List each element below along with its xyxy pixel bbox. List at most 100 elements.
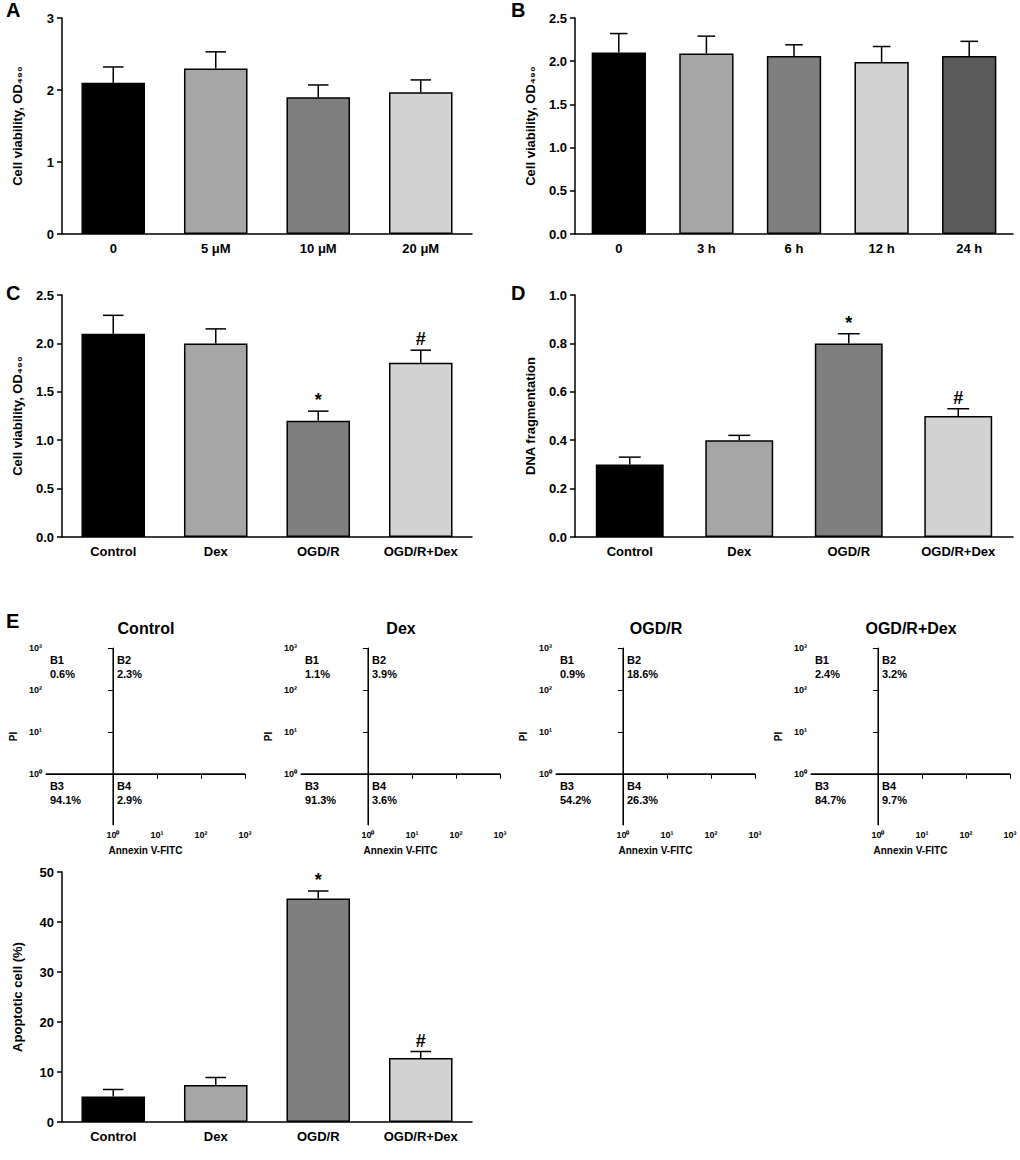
- svg-text:2.9%: 2.9%: [117, 794, 142, 806]
- svg-text:1.0: 1.0: [36, 433, 54, 448]
- svg-text:2.5: 2.5: [549, 11, 567, 26]
- svg-text:10⁰: 10⁰: [794, 769, 808, 779]
- svg-text:OGD/R: OGD/R: [297, 1129, 340, 1144]
- svg-text:B4: B4: [627, 780, 642, 792]
- svg-text:10⁰: 10⁰: [361, 830, 375, 840]
- svg-text:B2: B2: [117, 654, 131, 666]
- svg-text:10: 10: [40, 1065, 54, 1080]
- svg-text:0.5: 0.5: [36, 481, 54, 496]
- svg-text:10³: 10³: [748, 830, 761, 840]
- svg-text:10¹: 10¹: [284, 727, 297, 737]
- svg-text:12 h: 12 h: [869, 241, 895, 256]
- svg-text:Cell viability, OD₄₉₀: Cell viability, OD₄₉₀: [10, 66, 25, 186]
- svg-text:Control: Control: [90, 1129, 136, 1144]
- svg-text:B3: B3: [560, 780, 574, 792]
- svg-text:9.7%: 9.7%: [882, 794, 907, 806]
- svg-text:OGD/R: OGD/R: [827, 544, 870, 559]
- svg-text:Dex: Dex: [727, 544, 752, 559]
- svg-text:10²: 10²: [29, 685, 42, 695]
- svg-text:Annexin V-FITC: Annexin V-FITC: [364, 845, 438, 856]
- svg-text:Control: Control: [90, 544, 136, 559]
- svg-text:1.0: 1.0: [549, 288, 567, 303]
- svg-text:B2: B2: [882, 654, 896, 666]
- svg-text:Annexin V-FITC: Annexin V-FITC: [109, 845, 183, 856]
- svg-text:40: 40: [40, 915, 54, 930]
- svg-text:10²: 10²: [284, 685, 297, 695]
- svg-text:30: 30: [40, 965, 54, 980]
- svg-text:0.8: 0.8: [549, 336, 567, 351]
- svg-text:DNA fragmentation: DNA fragmentation: [523, 357, 538, 475]
- svg-text:Apoptotic cell (%): Apoptotic cell (%): [10, 942, 25, 1052]
- svg-text:20: 20: [40, 1015, 54, 1030]
- svg-text:OGD/R+Dex: OGD/R+Dex: [384, 544, 459, 559]
- svg-text:B1: B1: [50, 654, 64, 666]
- svg-text:10⁰: 10⁰: [106, 830, 120, 840]
- svg-text:10³: 10³: [29, 643, 42, 653]
- svg-text:B2: B2: [627, 654, 641, 666]
- svg-text:#: #: [416, 1031, 426, 1051]
- svg-text:PI: PI: [518, 732, 529, 742]
- svg-text:10²: 10²: [449, 830, 462, 840]
- svg-text:10⁰: 10⁰: [871, 830, 885, 840]
- svg-text:2.0: 2.0: [36, 336, 54, 351]
- svg-text:0.6: 0.6: [549, 384, 567, 399]
- svg-text:*: *: [845, 313, 852, 333]
- svg-text:10³: 10³: [238, 830, 251, 840]
- svg-text:0.0: 0.0: [549, 227, 567, 242]
- svg-text:3 h: 3 h: [697, 241, 716, 256]
- svg-text:10¹: 10¹: [405, 830, 418, 840]
- svg-text:10 μM: 10 μM: [300, 241, 337, 256]
- svg-text:0: 0: [47, 1115, 54, 1130]
- svg-text:10¹: 10¹: [150, 830, 163, 840]
- svg-text:Dex: Dex: [204, 1129, 229, 1144]
- svg-text:B4: B4: [117, 780, 132, 792]
- svg-text:84.7%: 84.7%: [815, 794, 846, 806]
- svg-text:5 μM: 5 μM: [201, 241, 231, 256]
- svg-text:10⁰: 10⁰: [539, 769, 553, 779]
- svg-text:10¹: 10¹: [794, 727, 807, 737]
- svg-text:B1: B1: [815, 654, 829, 666]
- svg-text:B1: B1: [305, 654, 319, 666]
- svg-text:Control: Control: [118, 620, 175, 637]
- svg-text:10³: 10³: [539, 643, 552, 653]
- svg-text:OGD/R: OGD/R: [630, 620, 683, 637]
- svg-text:10¹: 10¹: [660, 830, 673, 840]
- svg-text:2.4%: 2.4%: [815, 668, 840, 680]
- svg-text:Dex: Dex: [204, 544, 229, 559]
- svg-text:OGD/R+Dex: OGD/R+Dex: [921, 544, 996, 559]
- svg-text:*: *: [315, 870, 322, 890]
- svg-text:Cell viability, OD₄₉₀: Cell viability, OD₄₉₀: [523, 66, 538, 186]
- svg-text:Annexin V-FITC: Annexin V-FITC: [874, 845, 948, 856]
- svg-text:6 h: 6 h: [785, 241, 804, 256]
- svg-text:10²: 10²: [704, 830, 717, 840]
- svg-text:0: 0: [47, 227, 54, 242]
- svg-text:3.2%: 3.2%: [882, 668, 907, 680]
- svg-text:24 h: 24 h: [956, 241, 982, 256]
- svg-text:B2: B2: [372, 654, 386, 666]
- svg-text:PI: PI: [8, 732, 19, 742]
- svg-text:10¹: 10¹: [915, 830, 928, 840]
- svg-text:1.0: 1.0: [549, 140, 567, 155]
- svg-text:2.5: 2.5: [36, 288, 54, 303]
- svg-text:2: 2: [47, 83, 54, 98]
- svg-text:10⁰: 10⁰: [29, 769, 43, 779]
- svg-text:A: A: [6, 0, 20, 21]
- svg-text:B: B: [511, 0, 525, 21]
- svg-text:0.5: 0.5: [549, 183, 567, 198]
- svg-text:Annexin V-FITC: Annexin V-FITC: [619, 845, 693, 856]
- svg-text:10⁰: 10⁰: [616, 830, 630, 840]
- svg-text:0: 0: [110, 241, 117, 256]
- svg-text:10³: 10³: [493, 830, 506, 840]
- svg-text:C: C: [6, 283, 20, 304]
- svg-text:OGD/R+Dex: OGD/R+Dex: [865, 620, 956, 637]
- svg-text:PI: PI: [263, 732, 274, 742]
- svg-text:0.0: 0.0: [36, 530, 54, 545]
- svg-text:10²: 10²: [959, 830, 972, 840]
- svg-text:18.6%: 18.6%: [627, 668, 658, 680]
- svg-text:10³: 10³: [794, 643, 807, 653]
- svg-text:OGD/R+Dex: OGD/R+Dex: [384, 1129, 459, 1144]
- svg-text:B4: B4: [882, 780, 897, 792]
- svg-text:20 μM: 20 μM: [402, 241, 439, 256]
- svg-text:10¹: 10¹: [29, 727, 42, 737]
- svg-text:2.0: 2.0: [549, 54, 567, 69]
